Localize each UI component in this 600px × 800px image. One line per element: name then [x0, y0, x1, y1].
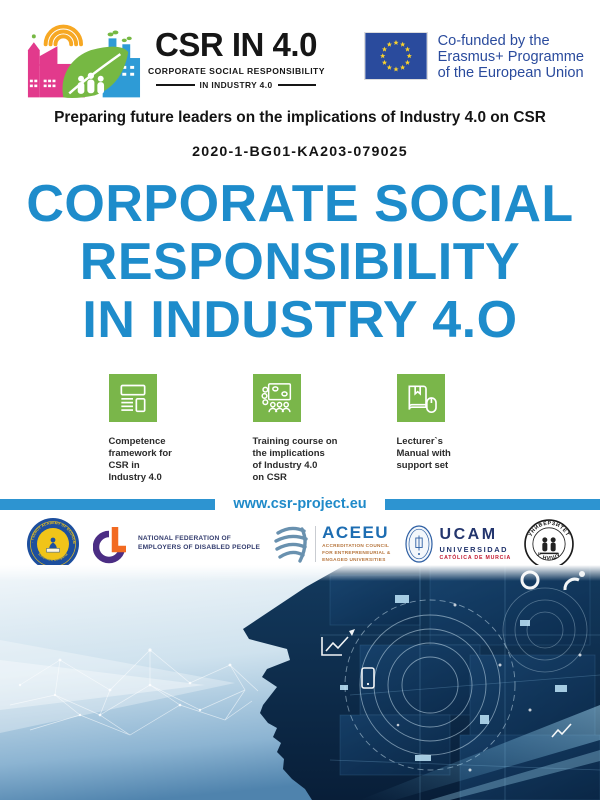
deliverable-training: Training course on the implications of I…	[252, 374, 348, 484]
partner-logos-row: D. A. TSENOV ACADEMY OF ECONOMICS Svisht…	[0, 517, 600, 571]
eu-funding-block: Co-funded by the Erasmus+ Programme of t…	[363, 20, 584, 81]
nfedp-label: NATIONAL FEDERATION OF EMPLOYERS OF DISA…	[137, 535, 261, 551]
partner-nfedp: NATIONAL FEDERATION OF EMPLOYERS OF DISA…	[92, 521, 261, 567]
partner-university-of-nis: УНИВЕРЗИТЕТ У НИШУ	[524, 519, 574, 569]
website-bar-left	[0, 498, 216, 510]
smartphone-icon	[361, 667, 375, 689]
website-link[interactable]: www.csr-project.eu	[233, 496, 367, 512]
partner-tsenov-academy: D. A. TSENOV ACADEMY OF ECONOMICS Svisht…	[26, 517, 80, 571]
csr-logo-text: CSR IN 4.0 CORPORATE SOCIAL RESPONSIBILI…	[148, 20, 324, 90]
logo-subtitle: CORPORATE SOCIAL RESPONSIBILITY	[148, 66, 325, 76]
wifi-icon	[43, 24, 83, 47]
partner-ucam: UCAM UNIVERSIDAD CATÓLICA DE MURCIA	[404, 524, 511, 564]
eu-flag-icon	[363, 32, 428, 80]
deliverables-row: Competence framework for CSR in Industry…	[0, 374, 600, 484]
deliverable-manual: Lecturer`s Manual with support set	[396, 374, 492, 484]
manual-book-mouse-icon	[396, 374, 445, 422]
main-title: CORPORATE SOCIAL RESPONSIBILITY IN INDUS…	[26, 175, 574, 349]
logo-tagline: IN INDUSTRY 4.0	[148, 80, 324, 90]
header: CSR IN 4.0 CORPORATE SOCIAL RESPONSIBILI…	[0, 0, 600, 100]
partner-aceeu: ACEEU ACCREDITATION COUNCIL FOR ENTREPRE…	[273, 522, 390, 566]
industry-4-0-hero-image	[0, 565, 600, 800]
website-bar-right	[384, 498, 600, 510]
training-group-icon	[252, 374, 301, 422]
deliverable-caption: Lecturer`s Manual with support set	[396, 436, 451, 471]
people-icon	[77, 72, 105, 94]
aceeu-globe-icon	[274, 526, 308, 563]
website-bar: www.csr-project.eu	[0, 496, 600, 512]
csr-project-logo-icon	[27, 24, 141, 99]
chart-line-icon	[551, 723, 572, 738]
eu-funding-text: Co-funded by the Erasmus+ Programme of t…	[437, 33, 584, 81]
nfedp-logo-icon	[92, 527, 126, 564]
chart-axis-icon	[321, 637, 342, 656]
project-number: 2020-1-BG01-KA203-079025	[192, 144, 408, 160]
chart-line-icon	[325, 636, 349, 652]
deliverable-framework: Competence framework for CSR in Industry…	[108, 374, 204, 484]
tsenov-academy-seal-icon: D. A. TSENOV ACADEMY OF ECONOMICS Svisht…	[26, 517, 79, 570]
deliverable-caption: Training course on the implications of I…	[252, 436, 338, 483]
deliverable-caption: Competence framework for CSR in Industry…	[108, 436, 172, 483]
divider	[315, 526, 317, 562]
project-tagline: Preparing future leaders on the implicat…	[54, 109, 546, 126]
ucam-label: UCAM UNIVERSIDAD CATÓLICA DE MURCIA	[439, 526, 512, 562]
svg-text:У НИШУ: У НИШУ	[535, 552, 562, 562]
framework-document-icon	[108, 374, 157, 422]
aceeu-label: ACEEU ACCREDITATION COUNCIL FOR ENTREPRE…	[322, 523, 391, 562]
logo-title: CSR IN 4.0	[155, 26, 317, 63]
nis-university-seal-icon: УНИВЕРЗИТЕТ У НИШУ	[524, 519, 574, 569]
ucam-seal-icon	[404, 525, 433, 563]
